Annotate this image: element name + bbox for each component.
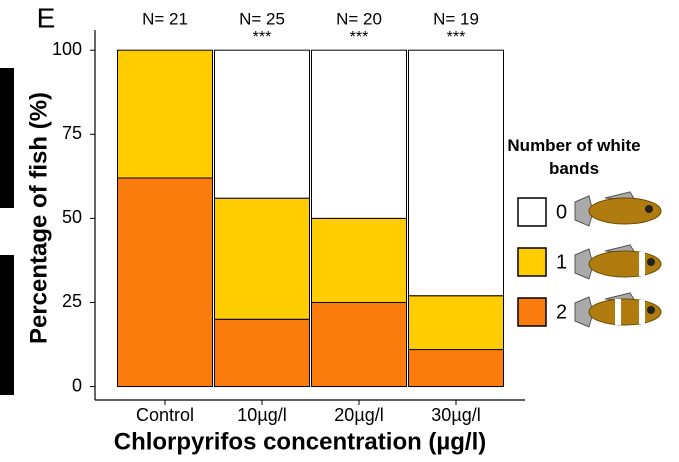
bar-segment xyxy=(409,350,504,387)
n-label: N= 20 xyxy=(336,9,382,28)
significance-label: *** xyxy=(350,29,369,46)
fish-icons xyxy=(575,192,661,327)
legend-label: 1 xyxy=(556,251,567,273)
legend-swatch xyxy=(518,298,546,326)
n-label: N= 25 xyxy=(239,9,285,28)
fish-icon xyxy=(575,293,661,327)
legend-swatch xyxy=(518,198,546,226)
fish-icon xyxy=(575,192,661,226)
x-axis-title: Chlorpyrifos concentration (µg/l) xyxy=(114,428,487,455)
cropped-panel-edge xyxy=(0,68,14,208)
bar-segment xyxy=(215,198,310,319)
y-tick-label: 0 xyxy=(72,375,82,395)
bar-segment xyxy=(312,302,407,386)
chart: E Chlorpyrifos concentration (µg/l) Perc… xyxy=(0,0,679,462)
fish-icon xyxy=(575,245,661,279)
bar-segment xyxy=(118,50,213,178)
legend-swatch xyxy=(518,248,546,276)
panel-label: E xyxy=(37,2,56,33)
n-label: N= 19 xyxy=(433,9,479,28)
bar-segment xyxy=(312,218,407,302)
n-label: N= 21 xyxy=(142,9,188,28)
x-tick-label: 30µg/l xyxy=(431,405,480,425)
y-tick-label: 100 xyxy=(52,39,82,59)
bar-segment xyxy=(312,50,407,218)
significance-label: *** xyxy=(447,29,466,46)
y-tick-label: 25 xyxy=(62,291,82,311)
y-tick-label: 50 xyxy=(62,207,82,227)
bar-segment xyxy=(215,319,310,386)
cropped-panel-edge xyxy=(0,255,14,395)
legend-label: 2 xyxy=(556,301,567,323)
bar-segment xyxy=(215,50,310,198)
y-axis-title: Percentage of fish (%) xyxy=(25,92,52,344)
bar-segment xyxy=(409,296,504,350)
bar-segment xyxy=(409,50,504,296)
bar-segment xyxy=(118,178,213,387)
x-tick-label: 10µg/l xyxy=(237,405,286,425)
x-tick-label: 20µg/l xyxy=(334,405,383,425)
x-tick-label: Control xyxy=(136,405,194,425)
significance-label: *** xyxy=(253,29,272,46)
y-tick-label: 75 xyxy=(62,123,82,143)
legend-label: 0 xyxy=(556,201,567,223)
